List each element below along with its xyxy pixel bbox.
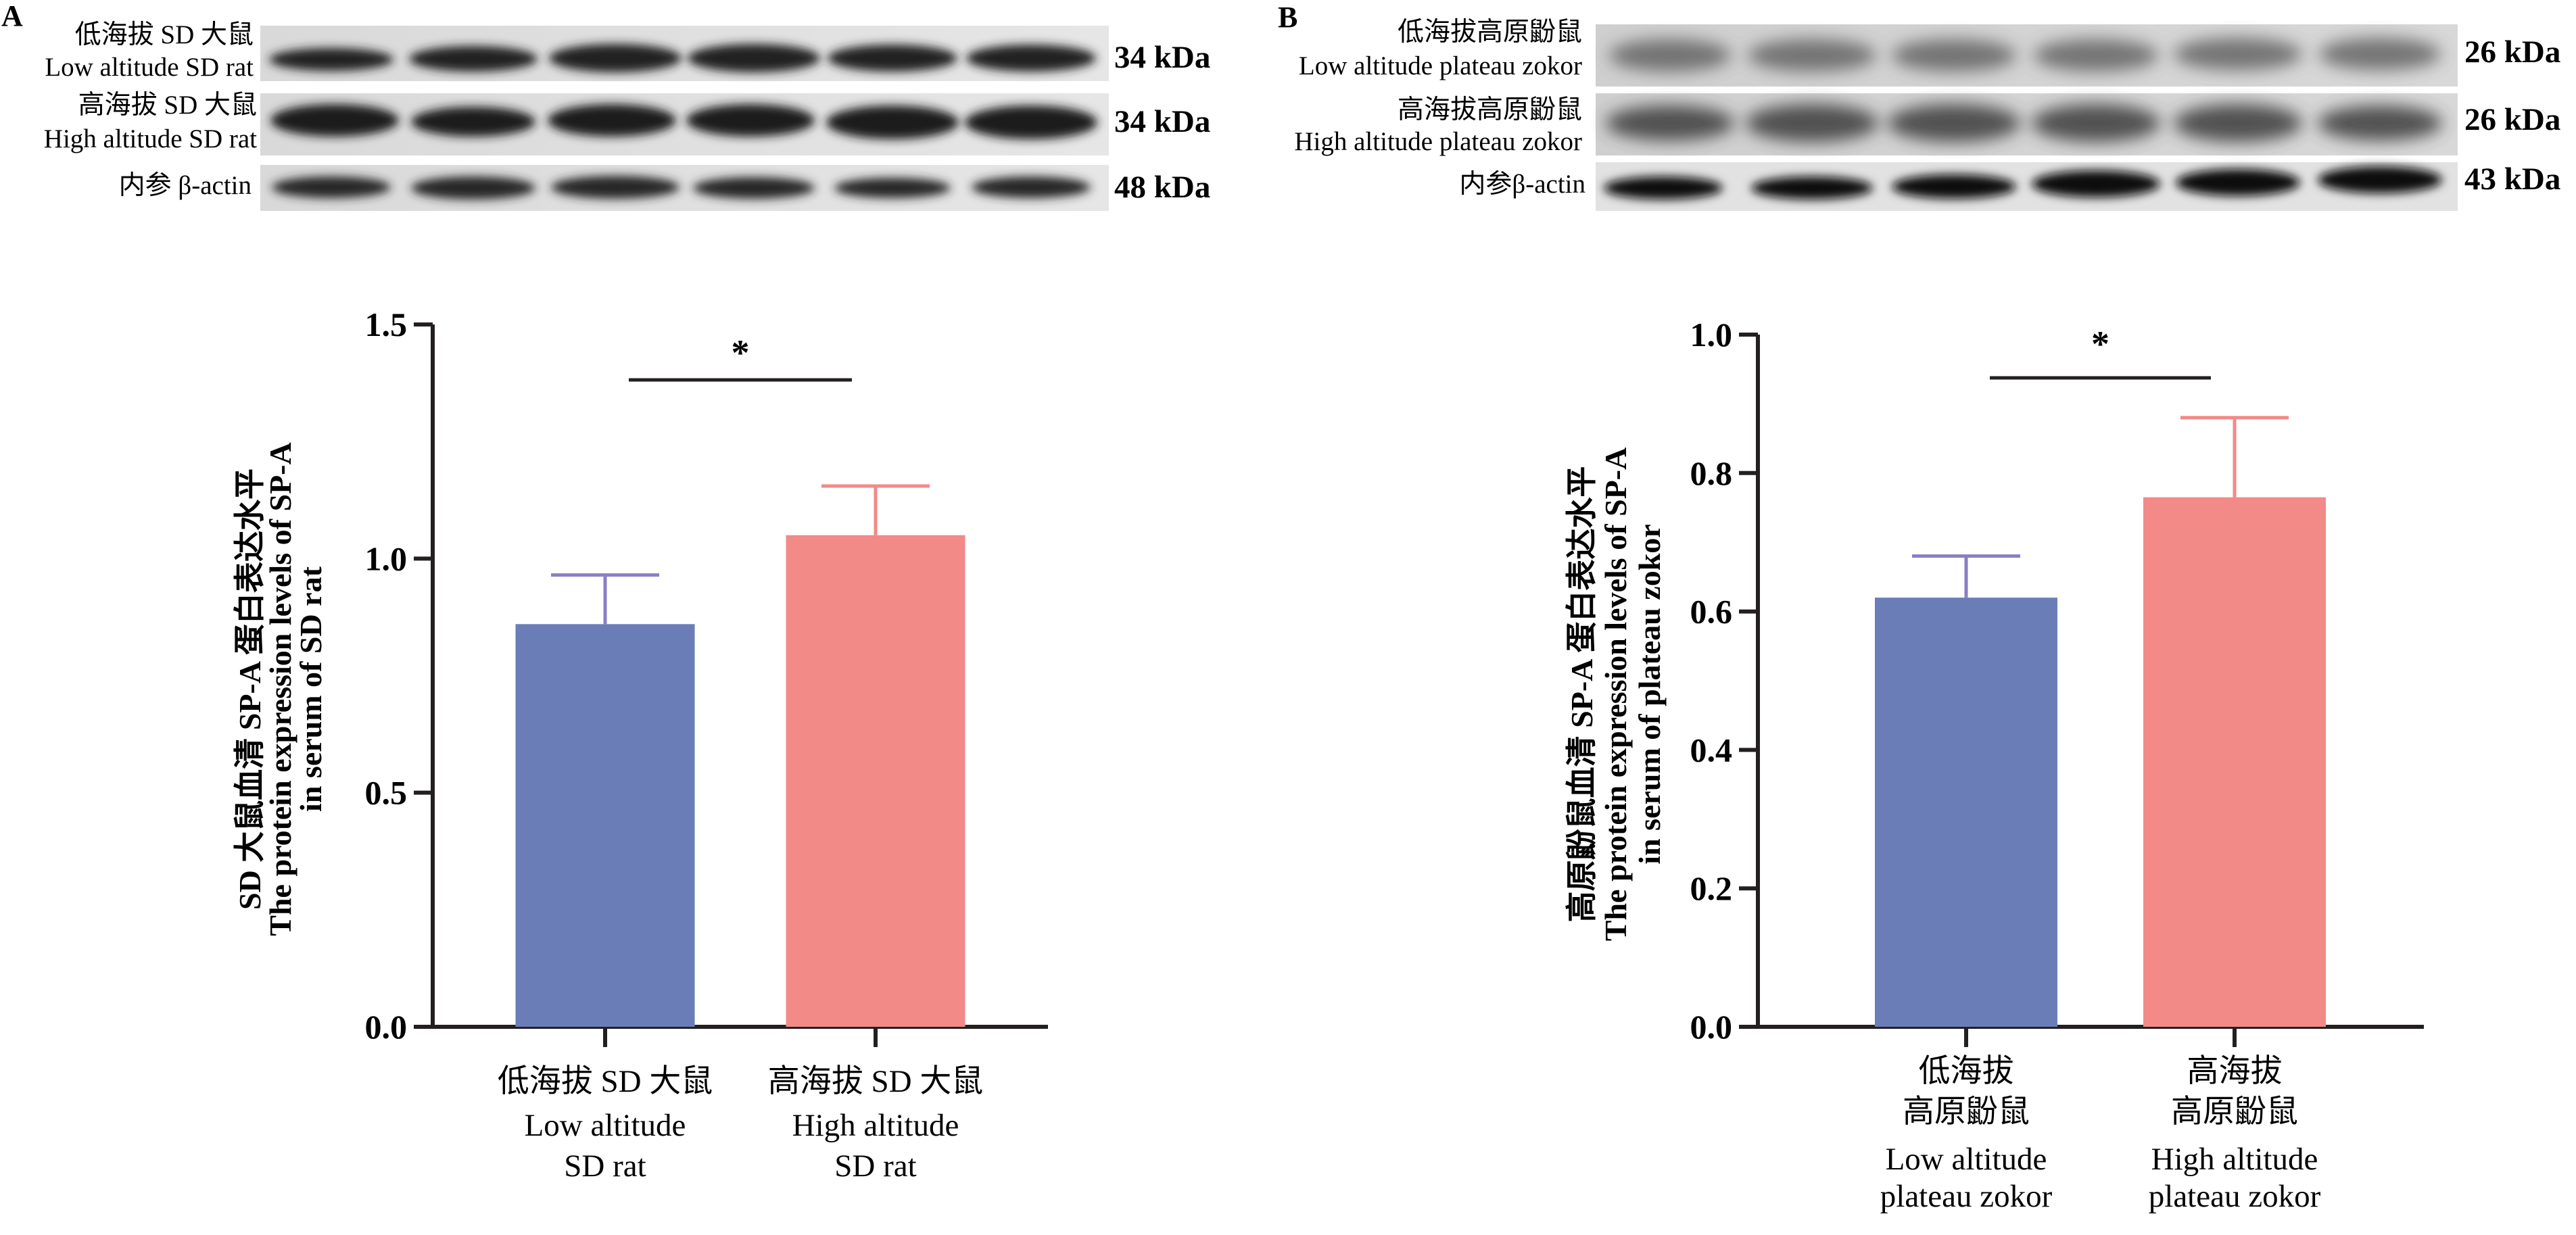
chart-b-category-label: plateau zokor	[1880, 1179, 2053, 1214]
chart-b-category-label: plateau zokor	[2149, 1179, 2321, 1214]
chart-a-category-label: High altitude	[792, 1108, 959, 1143]
chart-a-bar	[515, 624, 695, 1027]
chart-b-ytick-label: 0.0	[1690, 1008, 1733, 1046]
chart-a-ytick-label: 0.0	[365, 1008, 408, 1046]
chart-b-ytick-label: 0.8	[1690, 454, 1733, 492]
chart-a-ylabel-line3: in serum of SD rat	[293, 566, 328, 812]
chart-a-category-label: 高海拔 SD 大鼠	[768, 1064, 984, 1099]
blot-a-row1-strip	[260, 26, 1109, 81]
blot-a-row2-bands	[270, 104, 1097, 139]
chart-b-ylabel-line2: The protein expression levels of SP-A	[1598, 447, 1633, 941]
blot-b-row2-kda: 26 kDa	[2464, 102, 2560, 137]
chart-b-bar	[2143, 497, 2326, 1027]
blot-b-row2-bands	[1606, 104, 2442, 142]
chart-b-ytick-label: 0.4	[1690, 731, 1733, 769]
chart-b-ylabel-line3: in serum of plateau zokor	[1632, 524, 1667, 864]
chart-b-category-label: High altitude	[2151, 1142, 2318, 1177]
chart-b-category-label: 低海拔	[1919, 1054, 2014, 1089]
chart-a-ylabel: SD 大鼠血清 SP-A 蛋白表达水平 The protein expressi…	[233, 442, 328, 936]
chart-b-bar	[1875, 598, 2057, 1027]
panel-letter-b: B	[1278, 1, 1297, 34]
chart-b-category-label: 高海拔	[2187, 1054, 2283, 1089]
blot-panel-a: 低海拔 SD 大鼠 Low altitude SD rat 34 kDa 高海拔…	[44, 20, 1210, 211]
blot-b-row1-en: Low altitude plateau zokor	[1299, 51, 1582, 80]
chart-a-category-label: 低海拔 SD 大鼠	[498, 1064, 713, 1099]
chart-b-category-label: 高原鼢鼠	[2171, 1094, 2298, 1130]
chart-a-ylabel-line2: The protein expression levels of SP-A	[263, 442, 297, 936]
chart-a: SD 大鼠血清 SP-A 蛋白表达水平 The protein expressi…	[233, 306, 1048, 1184]
chart-a-category-label: SD rat	[564, 1148, 646, 1184]
blot-b-row1-bands	[1609, 38, 2441, 72]
blot-b-row1-kda: 26 kDa	[2464, 34, 2560, 70]
blot-a-row1-en: Low altitude SD rat	[45, 53, 254, 82]
chart-a-ytick-label: 0.5	[365, 774, 408, 812]
blot-a-row1-kda: 34 kDa	[1114, 40, 1210, 75]
chart-b-category-label: 高原鼢鼠	[1903, 1094, 2030, 1130]
chart-b-category-label: Low altitude	[1886, 1142, 2047, 1177]
panel-letter-a: A	[1, 0, 23, 32]
chart-b-significance-star: *	[2091, 324, 2109, 364]
blot-b-row1-cn: 低海拔高原鼢鼠	[1398, 18, 1582, 47]
blot-b-row3-strip	[1596, 162, 2458, 211]
chart-a-category-label: SD rat	[834, 1148, 916, 1184]
chart-a-ylabel-line1: SD 大鼠血清 SP-A 蛋白表达水平	[233, 468, 267, 910]
blot-a-row2-en: High altitude SD rat	[44, 124, 257, 153]
chart-b-ytick-label: 0.6	[1690, 593, 1733, 631]
chart-a-ytick-label: 1.0	[365, 539, 408, 577]
blot-a-row1-cn: 低海拔 SD 大鼠	[75, 20, 254, 49]
blot-b-row2-strip	[1596, 93, 2458, 155]
blot-b-row2-cn: 高海拔高原鼢鼠	[1398, 95, 1582, 124]
chart-b-ytick-label: 0.2	[1690, 869, 1733, 907]
blot-b-row2-en: High altitude plateau zokor	[1294, 127, 1582, 156]
blot-a-row2-kda: 34 kDa	[1114, 104, 1210, 139]
blot-panel-b: 低海拔高原鼢鼠 Low altitude plateau zokor 26 kD…	[1294, 18, 2560, 211]
chart-b-ytick-label: 1.0	[1690, 316, 1733, 354]
blot-a-row3-strip	[260, 165, 1109, 211]
chart-a-significance-star: *	[732, 333, 750, 373]
chart-b-ylabel: 高原鼢鼠血清 SP-A 蛋白表达水平 The protein expressio…	[1565, 447, 1667, 941]
blot-b-row1-strip	[1596, 24, 2458, 87]
blot-b-row3-bands	[1604, 166, 2442, 199]
blot-b-row3-cn: 内参β-actin	[1459, 170, 1585, 199]
blot-a-row3-bands	[272, 176, 1091, 199]
chart-a-category-label: Low altitude	[525, 1108, 686, 1143]
blot-a-row3-kda: 48 kDa	[1114, 170, 1210, 205]
chart-b-ylabel-line1: 高原鼢鼠血清 SP-A 蛋白表达水平	[1565, 466, 1599, 923]
blot-b-row3-kda: 43 kDa	[2464, 162, 2560, 197]
blot-a-row2-cn: 高海拔 SD 大鼠	[78, 91, 257, 120]
chart-a-ytick-label: 1.5	[365, 306, 408, 343]
chart-a-bar	[786, 535, 965, 1027]
blot-a-row1-bands	[269, 44, 1096, 72]
chart-b: 高原鼢鼠血清 SP-A 蛋白表达水平 The protein expressio…	[1565, 316, 2424, 1214]
blot-a-row3-cn: 内参 β-actin	[119, 171, 252, 200]
